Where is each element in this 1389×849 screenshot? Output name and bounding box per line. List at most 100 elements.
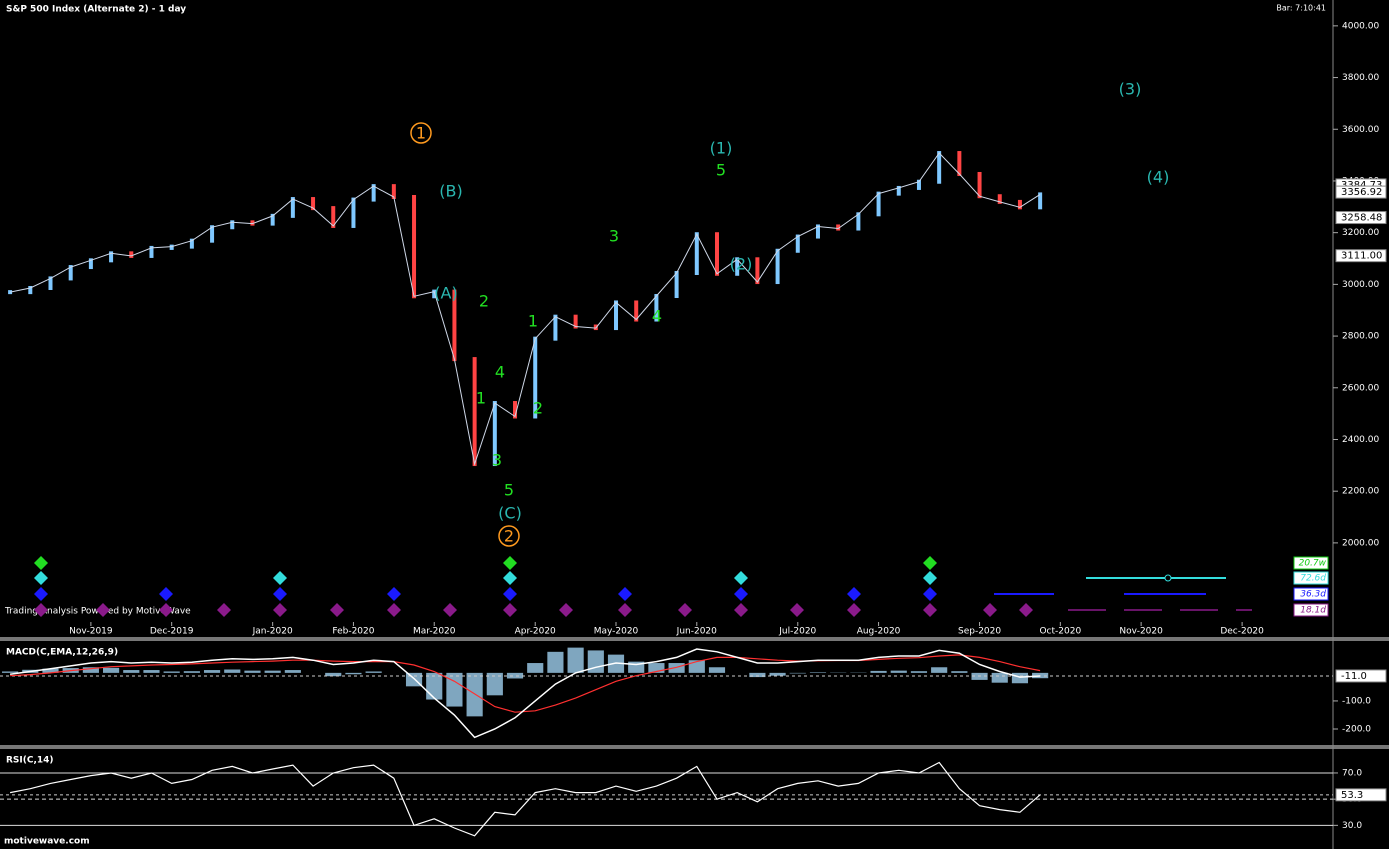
cycle-diamond	[734, 587, 748, 601]
value-badge	[1335, 211, 1387, 225]
cycle-badge	[1293, 571, 1329, 585]
price-bar	[250, 220, 255, 226]
histogram-bar	[931, 667, 948, 673]
histogram-bar	[244, 670, 261, 673]
macd-line	[9, 648, 1041, 739]
cycle-diamond	[34, 556, 48, 570]
price-bar	[513, 401, 518, 419]
x-tick-label: Jan-2020	[252, 627, 293, 637]
panel-separator	[0, 745, 1389, 749]
histogram-bar	[1011, 672, 1029, 684]
histogram-bar	[325, 672, 342, 677]
price-bar	[654, 294, 659, 322]
histogram-bar	[910, 671, 928, 673]
cycle-diamond	[1019, 603, 1033, 617]
price-bar	[694, 232, 699, 275]
price-bar	[48, 276, 53, 290]
footer: motivewave.com	[4, 837, 90, 847]
value-badge-label: 53.3	[1341, 790, 1363, 801]
cycle-diamond	[273, 603, 287, 617]
cycle-diamond	[923, 587, 937, 601]
cycle-diamond	[847, 603, 861, 617]
histogram-bar	[284, 670, 301, 673]
cycle-diamond	[503, 556, 517, 570]
rsi-line	[9, 761, 1041, 837]
value-badge-label: 3111.00	[1341, 251, 1382, 262]
price-bar	[775, 248, 780, 285]
histogram-bar	[203, 670, 221, 673]
cycle-diamond	[618, 587, 632, 601]
wave-label: (4)	[1147, 168, 1170, 187]
price-bar	[735, 257, 740, 276]
wave-label: 4	[652, 307, 662, 326]
x-tick-label: Dec-2020	[1220, 627, 1264, 637]
price-bar	[331, 206, 336, 228]
price-bar	[896, 185, 901, 196]
signal-line	[10, 654, 1041, 713]
price-bar	[714, 232, 719, 276]
wave-label: (3)	[1119, 80, 1142, 99]
histogram-bar	[345, 672, 362, 675]
price-bar	[1038, 192, 1043, 210]
price-line	[10, 152, 1041, 466]
cycle-label: 36.3d	[1300, 590, 1326, 600]
cycle-label: 18.1d	[1300, 606, 1326, 616]
cycle-diamond	[923, 603, 937, 617]
price-bar	[472, 357, 477, 467]
histogram-bar	[708, 667, 726, 673]
x-tick-label: Apr-2020	[515, 627, 556, 637]
price-bar	[957, 151, 962, 176]
histogram-bar	[587, 650, 604, 673]
wave-label: (2)	[730, 255, 753, 274]
price-bar	[997, 194, 1002, 204]
wave-label: 2	[504, 527, 514, 546]
y-tick-label: 30.0	[1342, 821, 1362, 831]
histogram-bar	[789, 672, 806, 674]
price-bar	[977, 171, 982, 199]
price-bar	[210, 225, 215, 243]
wave-label: 5	[716, 161, 726, 180]
wave-label: 5	[504, 481, 514, 500]
y-tick-label: 2200.00	[1342, 487, 1379, 497]
histogram-bar	[2, 671, 19, 673]
histogram-bar	[446, 672, 463, 707]
price-bar	[391, 184, 396, 199]
cycle-diamond	[96, 603, 110, 617]
price-bar	[795, 234, 800, 253]
value-badge	[1335, 185, 1387, 199]
cycle-diamond	[923, 556, 937, 570]
price-bar	[129, 251, 134, 258]
histogram-bar	[527, 663, 544, 673]
cycle-diamond	[559, 603, 573, 617]
cycle-diamond	[618, 603, 632, 617]
histogram-bar	[809, 672, 827, 673]
cycle-diamond	[983, 603, 997, 617]
y-tick-label: 2000.00	[1342, 538, 1379, 548]
cycle-diamond	[734, 603, 748, 617]
histogram-bar	[42, 668, 59, 673]
value-badge-label: -11.0	[1341, 671, 1367, 682]
y-tick-label: -100.0	[1342, 696, 1371, 706]
histogram-bar	[224, 669, 241, 673]
price-bar	[553, 314, 558, 341]
wave-label: 2	[533, 399, 543, 418]
price-bar	[916, 179, 921, 190]
price-bar	[573, 314, 578, 329]
panel-separator	[0, 637, 1389, 641]
cycle-diamond	[503, 587, 517, 601]
histogram-bar	[547, 651, 564, 673]
wave-label: 3	[609, 227, 619, 246]
histogram-bar	[991, 672, 1008, 683]
price-bar	[533, 336, 538, 419]
price-bar	[432, 289, 437, 299]
price-bar	[88, 258, 93, 270]
wave-label: 4	[495, 363, 505, 382]
cycle-diamond	[847, 587, 861, 601]
panel-title: RSI(C,14)	[6, 756, 54, 766]
wave-circle	[410, 122, 432, 144]
histogram-bar	[365, 671, 382, 673]
cycle-diamond	[273, 571, 287, 585]
cycle-diamond	[443, 603, 457, 617]
value-badge-label: 3384.73	[1341, 180, 1382, 191]
